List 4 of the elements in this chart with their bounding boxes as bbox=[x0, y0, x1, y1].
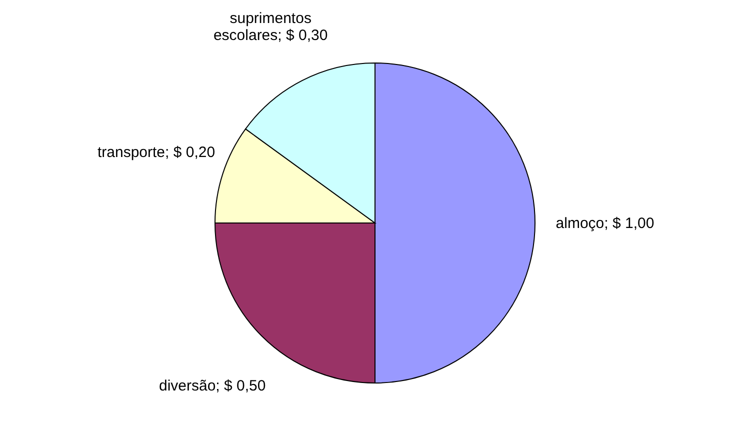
slice-label: suprimentos escolares; $ 0,30 bbox=[213, 10, 328, 44]
slice-label: almoço; $ 1,00 bbox=[556, 215, 654, 232]
slice-label: diversão; $ 0,50 bbox=[158, 378, 266, 395]
slice-label: transporte; $ 0,20 bbox=[97, 144, 216, 161]
